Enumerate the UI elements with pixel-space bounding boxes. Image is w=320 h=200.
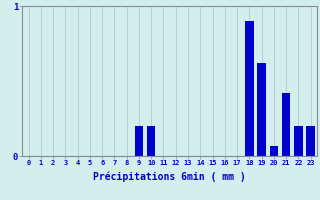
Bar — [147, 126, 156, 156]
X-axis label: Précipitations 6min ( mm ): Précipitations 6min ( mm ) — [93, 172, 246, 182]
Bar — [135, 126, 143, 156]
Bar — [294, 126, 303, 156]
Bar — [245, 21, 254, 156]
Bar — [282, 93, 291, 156]
Bar — [306, 126, 315, 156]
Bar — [269, 146, 278, 156]
Bar — [257, 63, 266, 156]
